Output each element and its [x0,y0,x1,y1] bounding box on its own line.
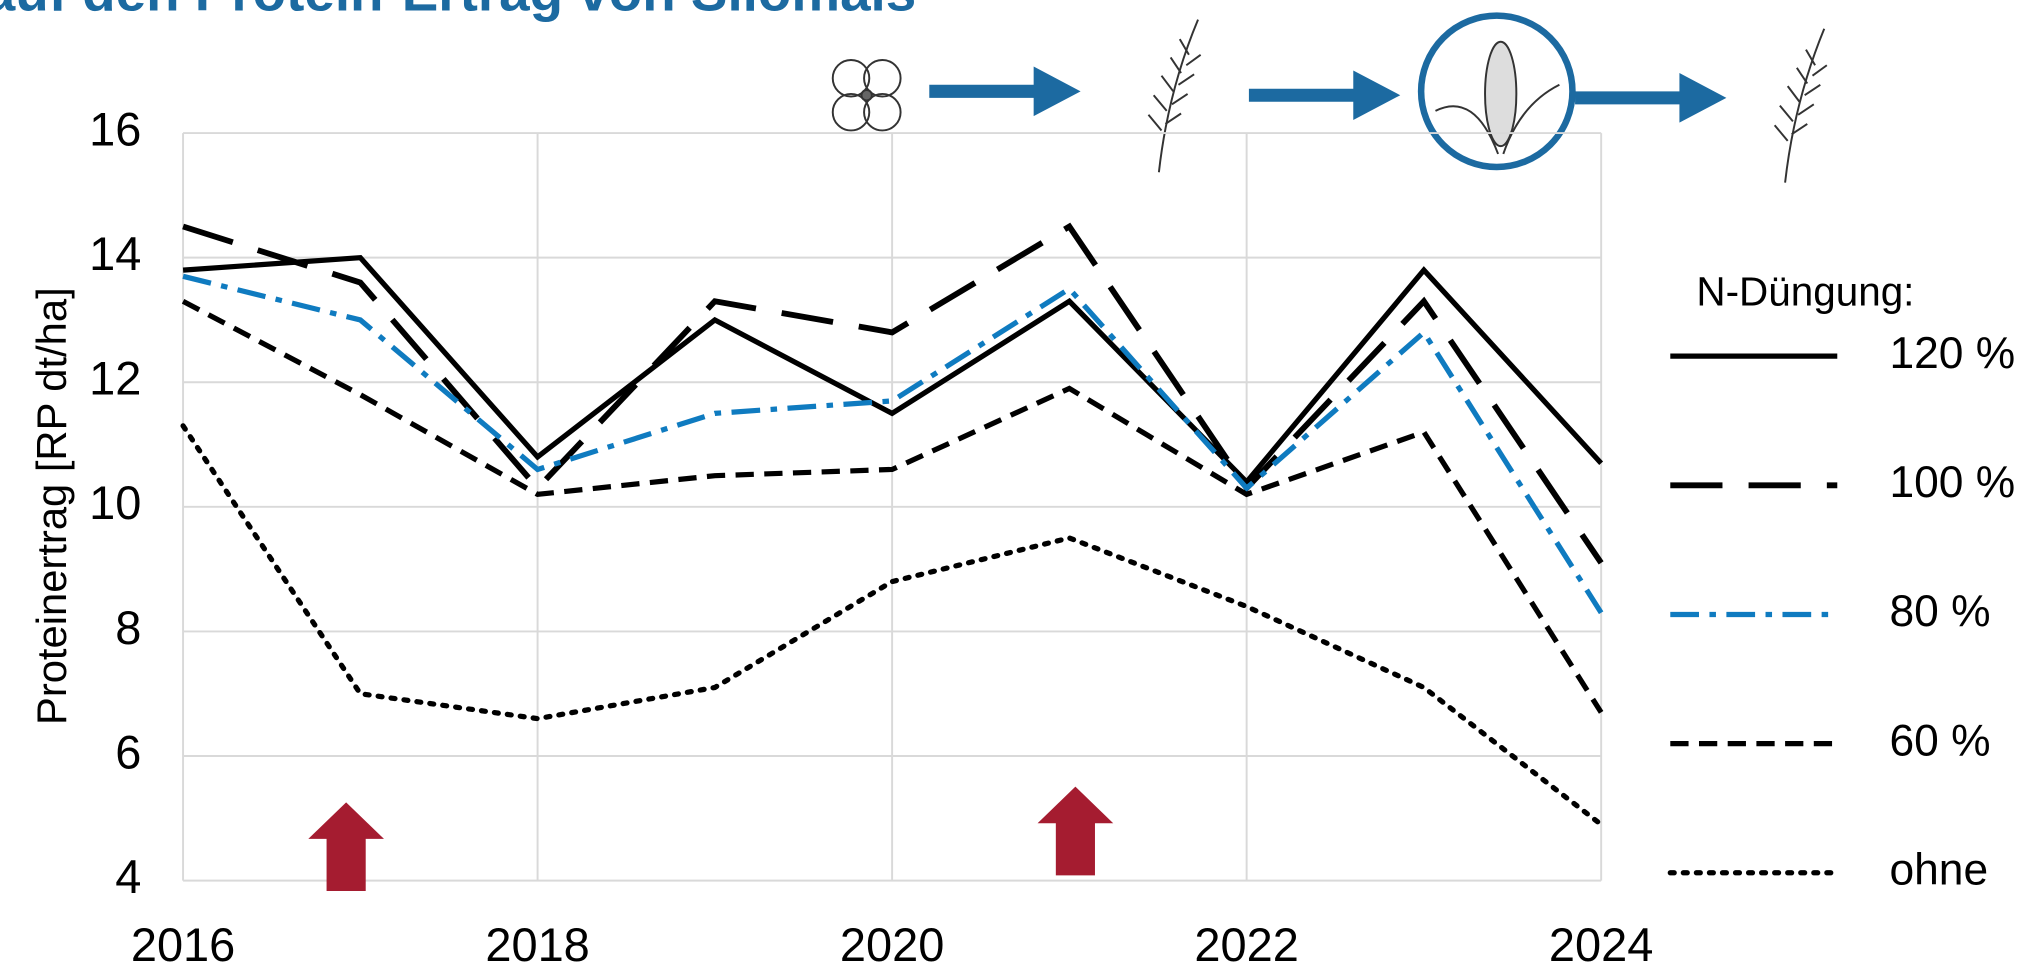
marker-arrow [308,802,384,892]
x-tick-label: 2024 [1549,918,1653,968]
series-line [181,298,1604,714]
y-tick-label: 14 [89,227,141,280]
crop-icons [831,12,1828,183]
wheat-icon [1147,19,1202,173]
series-line [182,273,1604,615]
y-tick-label: 8 [115,601,141,654]
y-tick-label: 16 [89,102,141,155]
series-line [182,222,1604,565]
legend-label: 80 % [1889,587,1990,636]
y-tick-label: 4 [115,850,141,903]
legend-label: 120 % [1889,329,2015,378]
chart-title: auf den Protein-Ertrag von Silomais [0,0,916,22]
y-axis-label: Proteinertrag [RP dt/ha] [28,287,75,725]
series-line [182,254,1604,486]
y-tick-label: 12 [89,352,141,405]
y-tick-label: 10 [89,476,141,529]
wheat-icon [1773,28,1828,183]
rotation-arrows [929,66,1727,123]
series-line [180,423,1604,828]
x-tick-label: 2022 [1194,918,1298,968]
x-tick-label: 2020 [840,918,944,968]
arrow [1575,73,1727,123]
x-tick-label: 2016 [131,918,235,968]
arrow [1248,70,1401,121]
legend-label: 100 % [1889,458,2015,507]
corn-icon [1417,12,1576,171]
arrow [929,66,1081,117]
legend-label: 60 % [1889,716,1990,765]
flower-icon [831,59,902,132]
legend-title: N-Düngung: [1696,269,1914,315]
x-tick-label: 2018 [485,918,589,968]
legend-label: ohne [1889,845,1988,894]
y-tick-label: 6 [115,725,141,778]
marker-arrow [1037,786,1114,876]
